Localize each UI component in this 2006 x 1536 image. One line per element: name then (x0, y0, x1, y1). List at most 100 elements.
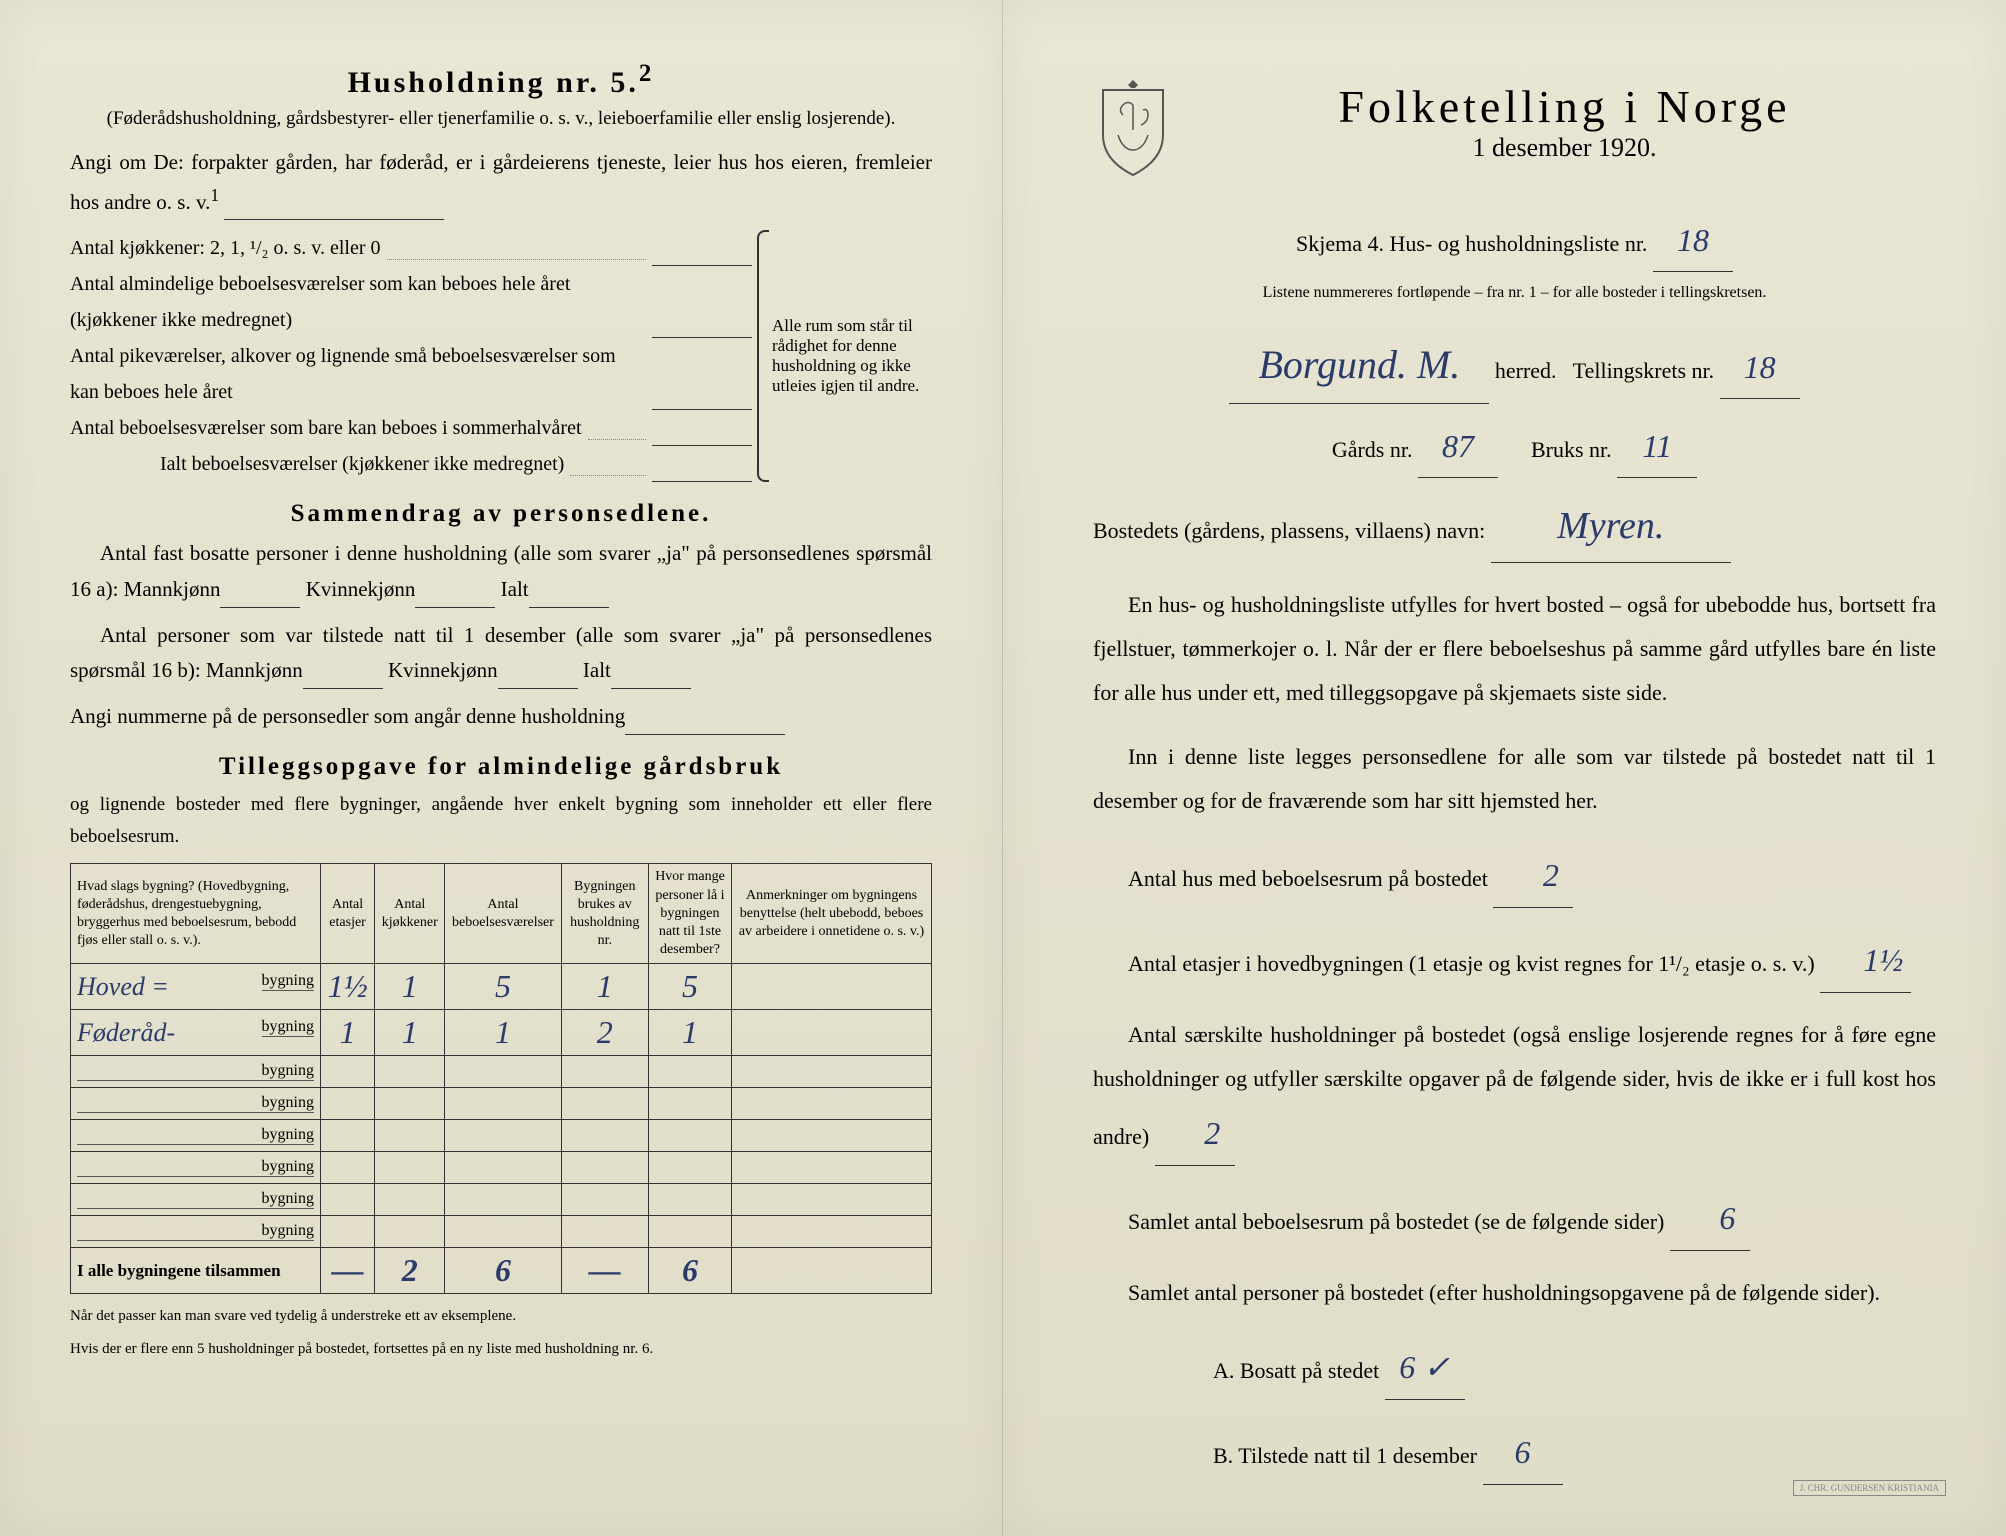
row-label: Hoved =bygning (71, 964, 321, 1010)
cell: 1 (561, 964, 648, 1010)
row-label: bygning (71, 1184, 321, 1216)
cell (561, 1120, 648, 1152)
cell: 1 (375, 964, 445, 1010)
cell (732, 1152, 932, 1184)
q4: Samlet antal beboelsesrum på bostedet (s… (1093, 1186, 1936, 1251)
th-household: Bygningen brukes av husholdning nr. (561, 864, 648, 964)
table-row: bygning (71, 1184, 932, 1216)
cell (321, 1088, 375, 1120)
cell (445, 1216, 561, 1248)
cell (561, 1184, 648, 1216)
cell: 5 (445, 964, 561, 1010)
form-nr-field: 18 (1653, 210, 1733, 272)
q4-field: 6 (1670, 1186, 1750, 1251)
bosted-line: Bostedets (gårdens, plassens, villaens) … (1093, 490, 1936, 563)
cell (648, 1184, 731, 1216)
th-kitchens: Antal kjøkkener (375, 864, 445, 964)
cell (732, 964, 932, 1010)
right-page: Folketelling i Norge 1 desember 1920. Sk… (1003, 0, 2006, 1536)
total-1: — (321, 1248, 375, 1294)
tellingskrets-field: 18 (1720, 337, 1800, 399)
cell: 1 (648, 1010, 731, 1056)
total-2: 2 (375, 1248, 445, 1294)
cell (732, 1056, 932, 1088)
cell (561, 1088, 648, 1120)
cell (375, 1088, 445, 1120)
paragraph-2: Inn i denne liste legges personsedlene f… (1093, 735, 1936, 823)
th-floors: Antal etasjer (321, 864, 375, 964)
footnote-1: Når det passer kan man svare ved tydelig… (70, 1306, 932, 1327)
total-6 (732, 1248, 932, 1294)
cell (321, 1184, 375, 1216)
row-label: bygning (71, 1152, 321, 1184)
table-row: Hoved =bygning1½1515 (71, 964, 932, 1010)
paragraph-1: En hus- og husholdningsliste utfylles fo… (1093, 583, 1936, 715)
q5: Samlet antal personer på bostedet (efter… (1093, 1271, 1936, 1315)
table-row: bygning (71, 1088, 932, 1120)
table-row: bygning (71, 1056, 932, 1088)
table-row: bygning (71, 1120, 932, 1152)
cell (375, 1152, 445, 1184)
cell (321, 1120, 375, 1152)
cell: 2 (561, 1010, 648, 1056)
date-line: 1 desember 1920. (1193, 133, 1936, 163)
cell (732, 1216, 932, 1248)
table-row: Føderåd-bygning11121 (71, 1010, 932, 1056)
cell (445, 1088, 561, 1120)
cell (321, 1152, 375, 1184)
printer-stamp: J. CHR. GUNDERSEN KRISTIANIA (1793, 1480, 1946, 1496)
cell (648, 1216, 731, 1248)
cell (732, 1184, 932, 1216)
table-total-row: I alle bygningene tilsammen — 2 6 — 6 (71, 1248, 932, 1294)
q1-field: 2 (1493, 843, 1573, 908)
q3: Antal særskilte husholdninger på bostede… (1093, 1013, 1936, 1166)
angi-line: Angi om De: forpakter gården, har føderå… (70, 145, 932, 220)
household-title: Husholdning nr. 5.2 (70, 60, 932, 100)
summary-title: Sammendrag av personsedlene. (70, 500, 932, 528)
th-rooms: Antal beboelsesværelser (445, 864, 561, 964)
q5a: A. Bosatt på stedet 6 ✓ (1213, 1335, 1936, 1400)
cell (375, 1056, 445, 1088)
summary-2: Antal personer som var tilstede natt til… (70, 618, 932, 689)
bruks-nr-field: 11 (1617, 416, 1697, 478)
q2-field: 1½ (1820, 928, 1911, 993)
cell (732, 1010, 932, 1056)
gards-nr-field: 87 (1418, 416, 1498, 478)
total-3: 6 (445, 1248, 561, 1294)
cell: 1 (321, 1010, 375, 1056)
cell (561, 1216, 648, 1248)
cell (375, 1216, 445, 1248)
q2: Antal etasjer i hovedbygningen (1 etasje… (1093, 928, 1936, 993)
buildings-table: Hvad slags bygning? (Hovedbygning, føder… (70, 863, 932, 1294)
total-4: — (561, 1248, 648, 1294)
table-row: bygning (71, 1152, 932, 1184)
summary-3: Angi nummerne på de personsedler som ang… (70, 699, 932, 735)
list-note: Listene nummereres fortløpende – fra nr.… (1093, 284, 1936, 302)
form-number-line: Skjema 4. Hus- og husholdningsliste nr. … (1093, 210, 1936, 272)
cell (648, 1088, 731, 1120)
th-remarks: Anmerkninger om bygningens benyttelse (h… (732, 864, 932, 964)
brace-note: Alle rum som står til rådighet for denne… (752, 230, 932, 482)
rooms-1: Antal almindelige beboelsesværelser som … (70, 266, 752, 338)
cell (321, 1056, 375, 1088)
cell (732, 1088, 932, 1120)
cell (561, 1056, 648, 1088)
row-label: bygning (71, 1056, 321, 1088)
cell: 1 (375, 1010, 445, 1056)
cell: 5 (648, 964, 731, 1010)
cell (445, 1056, 561, 1088)
left-page: Husholdning nr. 5.2 (Føderådshusholdning… (0, 0, 1003, 1536)
herred-field: Borgund. M. (1229, 327, 1489, 404)
rooms-2: Antal pikeværelser, alkover og lignende … (70, 338, 752, 410)
q1: Antal hus med beboelsesrum på bostedet 2 (1093, 843, 1936, 908)
cell (445, 1184, 561, 1216)
cell (732, 1120, 932, 1152)
cell (445, 1120, 561, 1152)
kitchen-line: Antal kjøkkener: 2, 1, ¹/₂ o. s. v. elle… (70, 230, 752, 266)
q5b: B. Tilstede natt til 1 desember 6 (1213, 1420, 1936, 1485)
row-label: Føderåd-bygning (71, 1010, 321, 1056)
bosted-field: Myren. (1491, 490, 1731, 563)
table-row: bygning (71, 1216, 932, 1248)
cell (375, 1184, 445, 1216)
total-5: 6 (648, 1248, 731, 1294)
